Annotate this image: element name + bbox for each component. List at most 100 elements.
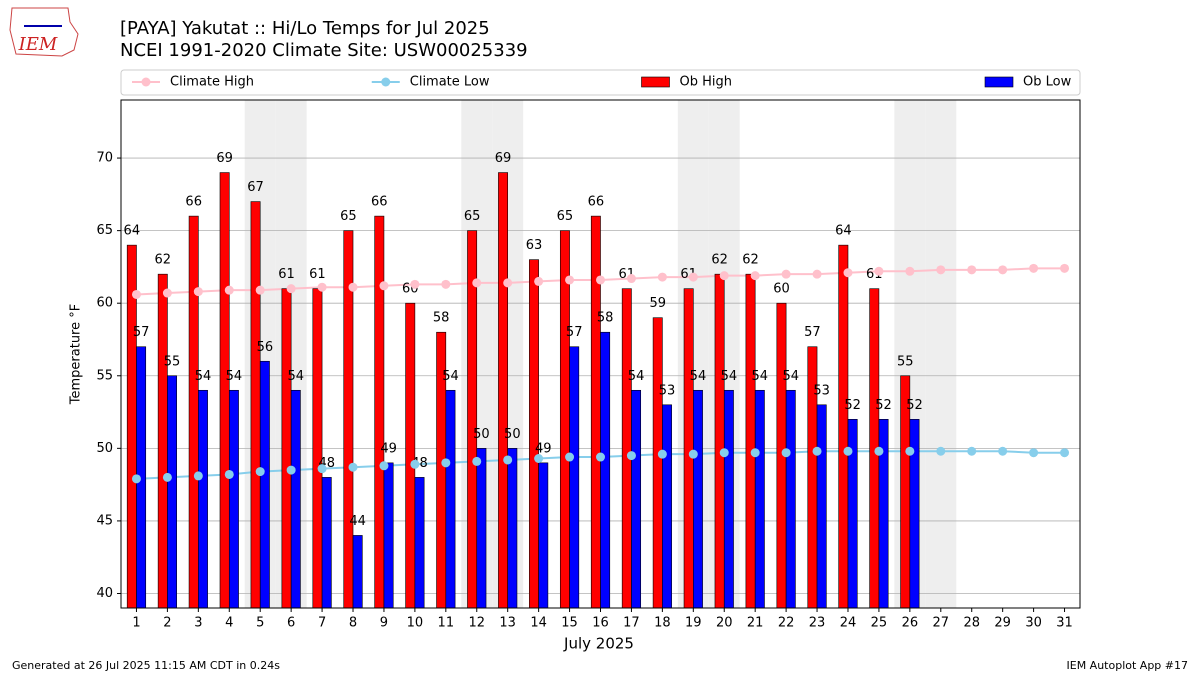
data-label: 52 (844, 398, 861, 413)
data-label: 61 (278, 267, 295, 282)
data-label: 49 (535, 441, 552, 456)
line-point (162, 472, 172, 482)
line-point (472, 456, 482, 466)
data-label: 57 (133, 325, 150, 340)
bar (590, 215, 601, 609)
x-axis-label: July 2025 (563, 635, 634, 653)
line-point (565, 452, 575, 462)
bar (167, 375, 177, 609)
line-point (131, 474, 141, 484)
line-point (626, 451, 636, 461)
bar (816, 404, 827, 609)
data-label: 52 (906, 398, 923, 413)
line-point (255, 285, 265, 295)
line-point (286, 465, 296, 475)
bar (126, 244, 137, 609)
y-tick-label: 40 (96, 586, 113, 601)
data-label: 66 (371, 195, 388, 210)
line-point (626, 274, 636, 284)
line-point (379, 281, 389, 291)
data-label: 58 (433, 311, 450, 326)
line-point (503, 278, 513, 288)
data-label: 61 (309, 267, 326, 282)
chart-title: [PAYA] Yakutat :: Hi/Lo Temps for Jul 20… (120, 18, 490, 39)
data-label: 53 (659, 383, 676, 398)
data-label: 56 (257, 340, 274, 355)
bar (188, 215, 199, 609)
bar (754, 389, 765, 609)
legend-label: Climate High (170, 75, 254, 90)
bar (383, 462, 394, 609)
bar (538, 462, 549, 609)
line-point (1029, 263, 1039, 273)
x-tick-label: 26 (902, 616, 919, 631)
bar (559, 230, 570, 609)
bar (785, 389, 796, 609)
line-point (131, 289, 141, 299)
data-label: 54 (782, 369, 799, 384)
legend-label: Ob High (680, 75, 733, 90)
bar (529, 259, 539, 609)
legend-swatch (641, 76, 670, 88)
line-point (967, 265, 977, 275)
line-point (162, 288, 172, 298)
data-label: 44 (349, 514, 366, 529)
line-point (936, 265, 946, 275)
bar (250, 201, 261, 609)
line-point (534, 276, 544, 286)
bar (312, 288, 323, 609)
line-point (534, 454, 544, 464)
line-point (688, 449, 698, 459)
data-label: 52 (875, 398, 892, 413)
line-point (936, 446, 946, 456)
line-point (998, 446, 1008, 456)
data-label: 59 (649, 296, 666, 311)
line-point (843, 446, 853, 456)
data-label: 54 (628, 369, 645, 384)
line-point (286, 284, 296, 294)
data-label: 60 (773, 282, 790, 297)
y-axis-label: Temperature °F (69, 304, 84, 405)
data-label: 66 (185, 195, 202, 210)
x-tick-label: 3 (194, 616, 202, 631)
data-label: 65 (557, 209, 574, 224)
data-label: 50 (504, 427, 521, 442)
line-point (905, 446, 915, 456)
y-tick-label: 45 (96, 513, 113, 528)
line-point (565, 275, 575, 285)
bar (745, 273, 756, 609)
line-point (503, 455, 513, 465)
x-tick-label: 5 (256, 616, 264, 631)
line-point (874, 266, 884, 276)
x-tick-label: 30 (1025, 616, 1042, 631)
line-point (719, 271, 729, 281)
line-point (843, 268, 853, 278)
logo: IEM (9, 7, 79, 57)
x-tick-label: 29 (994, 616, 1011, 631)
y-tick-label: 65 (96, 223, 113, 238)
line-point (967, 446, 977, 456)
line-point (750, 271, 760, 281)
bar (290, 389, 301, 609)
data-label: 55 (164, 354, 181, 369)
line-point (348, 282, 358, 292)
bar (683, 288, 694, 609)
logo-text: IEM (18, 34, 58, 55)
x-tick-label: 2 (163, 616, 171, 631)
x-tick-label: 21 (747, 616, 764, 631)
bar (569, 346, 580, 609)
line-point (317, 464, 327, 474)
line-point (472, 278, 482, 288)
line-point (441, 279, 451, 289)
bar (652, 317, 663, 609)
line-point (224, 469, 234, 479)
data-label: 54 (442, 369, 459, 384)
x-tick-label: 4 (225, 616, 233, 631)
x-tick-label: 22 (778, 616, 795, 631)
legend (120, 69, 1081, 96)
x-tick-label: 19 (685, 616, 702, 631)
bar (621, 288, 632, 609)
x-tick-label: 23 (809, 616, 826, 631)
line-point (657, 272, 667, 282)
